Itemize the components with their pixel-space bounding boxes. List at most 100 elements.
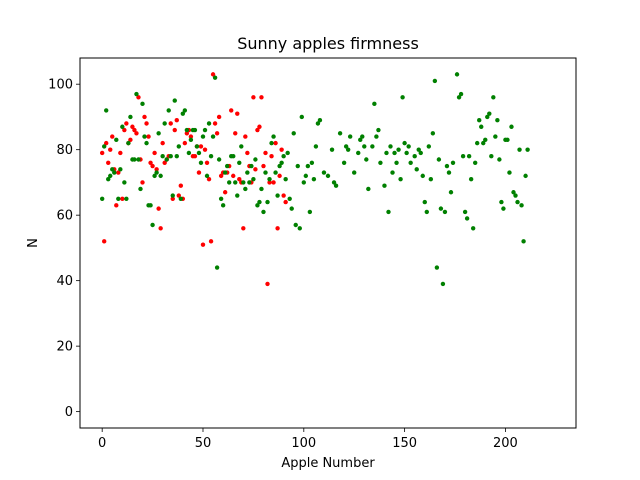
- data-point-series-2: [422, 199, 427, 205]
- data-point-series-2: [136, 157, 141, 162]
- data-point-series-1: [214, 131, 220, 136]
- data-point-series-2: [505, 137, 510, 143]
- data-point-series-2: [212, 75, 218, 80]
- data-point-series-2: [392, 150, 397, 156]
- data-point-series-2: [400, 95, 405, 100]
- data-point-series-2: [269, 140, 274, 146]
- data-point-series-1: [277, 173, 282, 179]
- data-point-series-2: [275, 193, 280, 198]
- data-point-series-2: [162, 121, 167, 126]
- data-point-series-2: [208, 154, 214, 159]
- data-point-series-2: [142, 134, 147, 139]
- data-point-series-1: [124, 121, 129, 126]
- data-point-series-2: [523, 173, 528, 179]
- data-point-series-2: [182, 108, 188, 113]
- data-point-series-1: [174, 118, 179, 123]
- data-point-series-2: [188, 137, 194, 143]
- data-point-series-2: [180, 111, 186, 116]
- data-point-series-2: [110, 167, 115, 172]
- data-point-series-2: [420, 173, 425, 179]
- data-point-series-1: [212, 121, 218, 126]
- data-point-series-2: [120, 124, 125, 129]
- data-point-series-2: [206, 121, 212, 126]
- data-point-series-1: [216, 114, 222, 120]
- data-point-series-2: [352, 170, 357, 175]
- data-point-series-2: [283, 176, 288, 182]
- data-point-series-2: [448, 190, 454, 195]
- data-point-series-2: [231, 154, 236, 159]
- data-point-series-2: [444, 163, 450, 169]
- data-point-series-2: [329, 147, 335, 152]
- data-point-series-2: [138, 186, 143, 192]
- data-point-series-2: [362, 144, 367, 149]
- data-point-series-2: [99, 196, 105, 201]
- data-point-series-2: [194, 144, 200, 149]
- data-point-series-2: [279, 160, 284, 165]
- data-point-series-2: [374, 134, 379, 139]
- data-point-series-2: [408, 160, 413, 165]
- data-point-series-2: [384, 150, 389, 156]
- data-point-series-2: [333, 183, 339, 188]
- data-point-series-1: [110, 134, 115, 139]
- data-point-series-2: [315, 121, 321, 126]
- data-point-series-2: [454, 72, 460, 77]
- y-tick-label: 100: [48, 78, 73, 93]
- data-point-series-1: [196, 170, 202, 175]
- data-point-series-2: [470, 226, 476, 231]
- data-point-series-2: [358, 137, 363, 143]
- data-point-series-1: [150, 163, 155, 169]
- data-point-series-2: [245, 170, 250, 175]
- data-point-series-1: [122, 127, 127, 133]
- data-point-series-2: [501, 206, 506, 211]
- data-point-series-2: [307, 209, 313, 215]
- y-axis-title: N: [26, 238, 41, 248]
- data-point-series-1: [106, 160, 111, 165]
- data-point-series-2: [356, 150, 361, 156]
- y-tick-label: 80: [56, 143, 73, 158]
- data-point-series-2: [116, 196, 121, 201]
- data-point-series-1: [170, 196, 175, 201]
- data-point-series-1: [222, 190, 228, 195]
- data-point-series-2: [414, 167, 419, 172]
- data-point-series-2: [271, 134, 276, 139]
- x-tick-label: 50: [195, 436, 212, 451]
- data-point-series-2: [343, 144, 349, 149]
- data-point-series-1: [279, 147, 284, 152]
- data-point-series-1: [202, 147, 208, 152]
- data-point-series-1: [134, 131, 139, 136]
- data-point-series-2: [255, 203, 260, 208]
- data-point-series-2: [345, 147, 351, 152]
- data-point-series-2: [263, 170, 268, 175]
- data-point-series-2: [442, 209, 448, 215]
- data-point-series-2: [259, 186, 264, 192]
- data-point-series-2: [499, 199, 504, 205]
- data-point-series-2: [285, 150, 290, 156]
- y-tick-label: 60: [56, 209, 73, 224]
- data-point-series-2: [525, 147, 530, 152]
- data-point-series-2: [404, 150, 409, 156]
- data-point-series-1: [192, 154, 198, 159]
- data-point-series-1: [241, 226, 246, 231]
- data-point-series-2: [313, 144, 319, 149]
- data-point-series-2: [337, 131, 343, 136]
- data-point-series-2: [148, 203, 153, 208]
- data-point-series-1: [245, 150, 250, 156]
- data-point-series-2: [243, 186, 248, 192]
- data-point-series-2: [126, 140, 131, 146]
- data-point-series-1: [160, 140, 165, 146]
- data-point-series-2: [483, 137, 488, 143]
- data-point-series-2: [122, 180, 127, 185]
- data-point-series-2: [287, 196, 292, 201]
- data-point-series-1: [120, 196, 125, 201]
- data-point-series-1: [267, 180, 272, 185]
- data-point-series-2: [156, 131, 161, 136]
- data-point-series-2: [521, 239, 526, 244]
- data-point-series-2: [507, 170, 512, 175]
- chart-title: Sunny apples firmness: [237, 34, 419, 53]
- data-point-series-2: [192, 127, 198, 133]
- data-point-series-2: [273, 170, 278, 175]
- data-point-series-2: [468, 176, 474, 182]
- data-point-series-2: [251, 176, 256, 182]
- data-point-series-2: [372, 101, 377, 107]
- data-point-series-2: [297, 226, 302, 231]
